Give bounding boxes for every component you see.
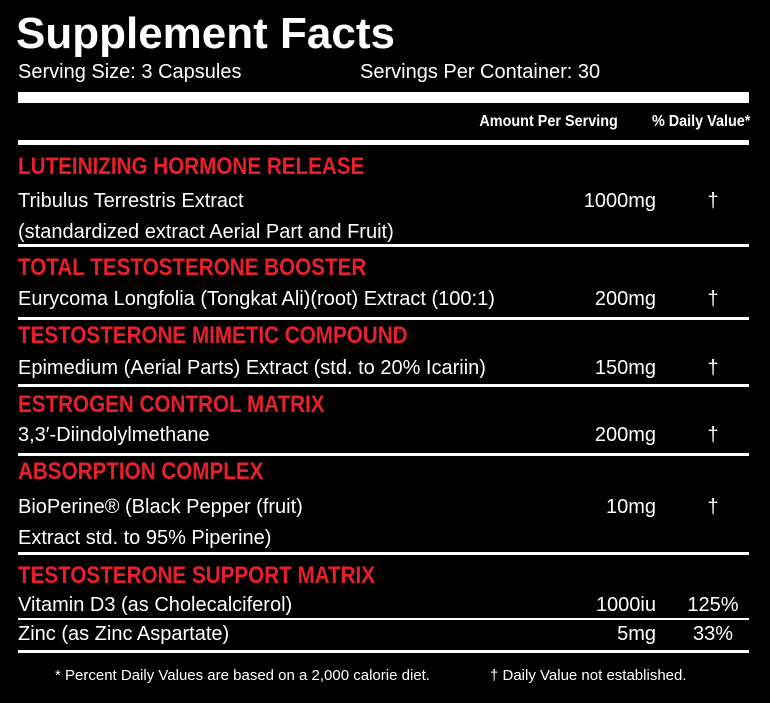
- footnote: * Percent Daily Values are based on a 2,…: [55, 667, 430, 684]
- amount: 1000iu: [595, 594, 656, 616]
- section-title: ABSORPTION COMPLEX: [18, 458, 264, 485]
- daily-value: †: [707, 357, 719, 379]
- amount: 200mg: [594, 424, 656, 446]
- section-title: ESTROGEN CONTROL MATRIX: [18, 391, 325, 418]
- section-rule: [18, 650, 749, 653]
- section-title: TESTOSTERONE SUPPORT MATRIX: [18, 562, 376, 589]
- amount: 1000mg: [583, 190, 656, 212]
- section-title: LUTEINIZING HORMONE RELEASE: [18, 153, 365, 180]
- header-rule: [18, 140, 749, 145]
- section-rule: [18, 244, 749, 247]
- daily-value: †: [707, 496, 719, 518]
- daily-value: 33%: [692, 623, 734, 645]
- section-rule: [18, 453, 749, 456]
- ingredient: Zinc (as Zinc Aspartate): [18, 623, 230, 645]
- amount-heading: Amount Per Serving: [479, 113, 618, 130]
- footnote: † Daily Value not established.: [490, 667, 687, 684]
- section-rule: [18, 317, 749, 320]
- daily-value: †: [707, 190, 719, 212]
- ingredient: Vitamin D3 (as Cholecalciferol): [18, 594, 293, 616]
- daily-value: 125%: [687, 594, 739, 616]
- section-title: TOTAL TESTOSTERONE BOOSTER: [18, 254, 367, 281]
- ingredient: BioPerine® (Black Pepper (fruit): [18, 496, 303, 518]
- daily-value: †: [707, 424, 719, 446]
- ingredient: Eurycoma Longfolia (Tongkat Ali)(root) E…: [18, 288, 495, 310]
- thick-rule: [18, 92, 749, 103]
- ingredient: Extract std. to 95% Piperine): [18, 527, 272, 549]
- section-rule: [18, 384, 749, 387]
- amount: 200mg: [594, 288, 656, 310]
- ingredient: 3,3′-Diindolylmethane: [18, 424, 210, 446]
- ingredient: Epimedium (Aerial Parts) Extract (std. t…: [18, 357, 486, 379]
- title: Supplement Facts: [16, 9, 395, 58]
- amount: 5mg: [617, 623, 656, 645]
- ingredient: (standardized extract Aerial Part and Fr…: [18, 221, 394, 243]
- serving-size: Serving Size: 3 Capsules: [18, 61, 242, 83]
- dv-heading: % Daily Value*: [651, 113, 750, 130]
- section-title: TESTOSTERONE MIMETIC COMPOUND: [18, 322, 408, 349]
- daily-value: †: [707, 288, 719, 310]
- amount: 150mg: [594, 357, 656, 379]
- thin-rule: [18, 618, 749, 620]
- amount: 10mg: [605, 496, 656, 518]
- ingredient: Tribulus Terrestris Extract: [18, 190, 244, 212]
- section-rule: [18, 552, 749, 555]
- servings-per-container: Servings Per Container: 30: [360, 61, 601, 83]
